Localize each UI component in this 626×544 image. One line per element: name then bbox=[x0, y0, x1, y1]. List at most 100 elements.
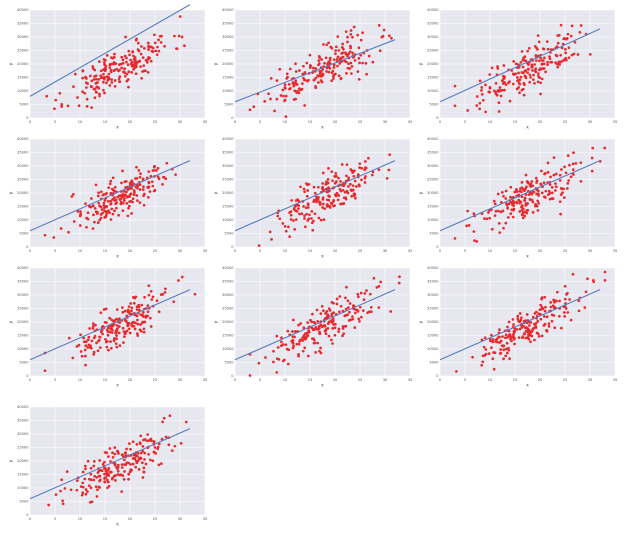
y-tick-label: 25000 bbox=[17, 49, 29, 53]
x-tick-label: 30 bbox=[178, 249, 183, 253]
scatter-point bbox=[516, 314, 520, 318]
scatter-point bbox=[338, 187, 342, 191]
scatter-point bbox=[559, 23, 563, 27]
scatter-point bbox=[498, 231, 502, 234]
scatter-point bbox=[542, 47, 546, 51]
scatter-point bbox=[160, 462, 163, 465]
scatter-point bbox=[173, 444, 177, 448]
scatter-point bbox=[525, 211, 529, 215]
scatter-point bbox=[129, 58, 132, 62]
scatter-point bbox=[297, 353, 300, 356]
x-tick-label: 35 bbox=[203, 249, 208, 253]
scatter-point bbox=[125, 60, 128, 64]
scatter-point bbox=[535, 331, 539, 335]
scatter-point bbox=[326, 313, 329, 316]
scatter-point bbox=[103, 216, 107, 219]
scatter-point bbox=[88, 346, 92, 349]
scatter-point bbox=[302, 76, 305, 80]
scatter-point bbox=[98, 459, 102, 462]
scatter-point bbox=[497, 209, 500, 213]
scatter-point bbox=[531, 184, 535, 188]
scatter-point bbox=[342, 196, 346, 200]
scatter-point bbox=[508, 99, 512, 103]
scatter-point bbox=[54, 493, 58, 496]
scatter-point bbox=[334, 72, 337, 76]
scatter-point bbox=[126, 321, 130, 325]
scatter-point bbox=[312, 185, 316, 189]
scatter-point bbox=[330, 170, 334, 174]
scatter-point bbox=[556, 34, 560, 37]
scatter-point bbox=[305, 79, 309, 83]
scatter-point bbox=[546, 63, 549, 67]
scatter-point bbox=[548, 57, 552, 61]
scatter-point bbox=[525, 185, 528, 189]
scatter-point bbox=[336, 35, 340, 39]
scatter-point bbox=[120, 466, 124, 469]
scatter-point bbox=[308, 213, 311, 217]
x-tick-label: 20 bbox=[333, 378, 338, 382]
scatter-point bbox=[564, 171, 568, 175]
x-tick-label: 5 bbox=[464, 120, 466, 124]
scatter-point bbox=[522, 56, 525, 60]
scatter-point bbox=[140, 303, 144, 307]
scatter-point bbox=[325, 315, 329, 319]
scatter-point bbox=[311, 312, 314, 316]
scatter-point bbox=[540, 191, 544, 195]
scatter-point bbox=[133, 327, 137, 331]
scatter-point bbox=[98, 335, 102, 339]
scatter-point bbox=[134, 465, 137, 469]
scatter-point bbox=[302, 334, 306, 337]
scatter-point bbox=[526, 71, 529, 74]
scatter-point bbox=[118, 473, 121, 477]
scatter-point bbox=[157, 49, 161, 53]
y-tick-label: 0 bbox=[26, 513, 29, 517]
scatter-plot-1: 0 5 10 15 20 25 30 35 0 5000 10000 15000 20000 25000 3… bbox=[9, 4, 207, 131]
scatter-point bbox=[535, 181, 538, 184]
scatter-point bbox=[545, 328, 548, 332]
scatter-point bbox=[500, 191, 504, 194]
scatter-point bbox=[100, 190, 103, 194]
scatter-svg-1: 0 5 10 15 20 25 30 3505000100001500020000250003… bbox=[9, 4, 207, 131]
scatter-point bbox=[330, 300, 334, 304]
scatter-point bbox=[343, 325, 347, 328]
scatter-point bbox=[344, 307, 348, 311]
scatter-point bbox=[299, 185, 302, 189]
scatter-point bbox=[351, 317, 355, 321]
x-tick-label: 30 bbox=[383, 378, 388, 382]
scatter-point bbox=[121, 326, 125, 330]
scatter-point bbox=[100, 208, 104, 211]
y-tick-label: 10000 bbox=[222, 218, 234, 222]
scatter-point bbox=[554, 172, 558, 176]
scatter-point bbox=[115, 206, 118, 210]
scatter-point bbox=[564, 307, 568, 310]
scatter-point bbox=[516, 76, 519, 79]
scatter-point bbox=[590, 156, 594, 160]
scatter-point bbox=[327, 198, 331, 202]
scatter-point bbox=[73, 72, 77, 76]
scatter-point bbox=[584, 290, 588, 294]
scatter-point bbox=[82, 336, 85, 340]
scatter-point bbox=[91, 322, 95, 325]
scatter-point bbox=[360, 315, 363, 319]
y-tick-label: 0 bbox=[436, 374, 439, 378]
scatter-point bbox=[143, 320, 147, 324]
scatter-point bbox=[131, 324, 134, 328]
scatter-point bbox=[333, 326, 337, 330]
scatter-point bbox=[533, 63, 536, 66]
scatter-point bbox=[322, 218, 326, 221]
y-tick-label: 40000 bbox=[222, 8, 234, 12]
scatter-point bbox=[572, 52, 576, 56]
scatter-point bbox=[109, 218, 113, 221]
scatter-point bbox=[559, 53, 563, 57]
scatter-point bbox=[129, 62, 133, 66]
scatter-point bbox=[293, 204, 297, 208]
scatter-point bbox=[300, 212, 304, 216]
scatter-point bbox=[490, 227, 494, 231]
scatter-point bbox=[147, 48, 150, 51]
scatter-point bbox=[151, 459, 155, 463]
scatter-point bbox=[112, 337, 116, 340]
y-tick-label: 5000 bbox=[429, 361, 439, 365]
scatter-point bbox=[269, 97, 272, 101]
scatter-point bbox=[523, 332, 526, 336]
scatter-point bbox=[591, 278, 595, 282]
